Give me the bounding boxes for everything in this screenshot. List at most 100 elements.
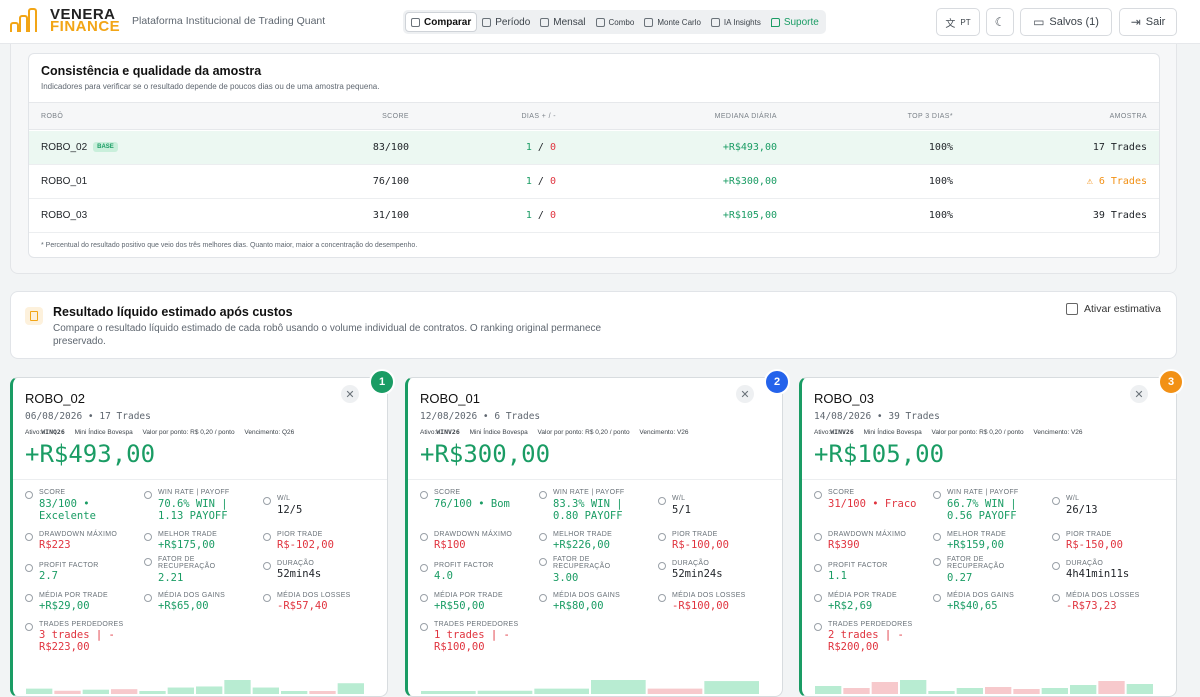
tab-suporte[interactable]: Suporte bbox=[766, 12, 824, 32]
days-cell: 1 / 0 bbox=[525, 176, 556, 187]
col-median: MEDIANA DIÁRIA bbox=[714, 113, 777, 120]
sparkline-bar bbox=[54, 690, 81, 694]
robot-card-result: +R$105,00 bbox=[814, 440, 945, 468]
tab-comparar[interactable]: Comparar bbox=[405, 12, 478, 32]
robot-card-date: 06/08/2026 • 17 Trades bbox=[25, 411, 151, 422]
estimate-checkbox[interactable] bbox=[1066, 303, 1078, 315]
result-sparkline bbox=[26, 680, 364, 694]
bar-chart-icon bbox=[658, 533, 666, 541]
robot-card-meta: Ativo:WINV26 Mini Índice Bovespa Valor p… bbox=[814, 428, 1083, 436]
table-row[interactable]: ROBO_01 76/100 1 / 0 +R$300,00 100% ⚠ 6 … bbox=[29, 165, 1159, 199]
sample-cell: 39 Trades bbox=[1092, 210, 1147, 221]
close-icon[interactable]: ✕ bbox=[1130, 385, 1148, 403]
estimate-toggle-label: Ativar estimativa bbox=[1084, 303, 1162, 315]
brand-logo[interactable]: VENERA FINANCE bbox=[10, 6, 120, 36]
receipt-icon bbox=[25, 307, 43, 325]
sample-cell: ⚠ 6 Trades bbox=[1086, 176, 1147, 187]
language-button[interactable]: 文 PT bbox=[936, 8, 980, 36]
tab-monte-carlo[interactable]: Monte Carlo bbox=[639, 12, 706, 32]
close-icon[interactable]: ✕ bbox=[341, 385, 359, 403]
sparkline-bar bbox=[985, 687, 1012, 694]
consistency-title: Consistência e qualidade da amostra bbox=[41, 64, 262, 78]
col-score: SCORE bbox=[382, 113, 409, 120]
sparkline-bar bbox=[1126, 684, 1153, 694]
robot-card[interactable]: ✕ ROBO_03 14/08/2026 • 39 Trades Ativo:W… bbox=[799, 377, 1177, 697]
robot-icon bbox=[710, 17, 720, 27]
table-row[interactable]: ROBO_03 31/100 1 / 0 +R$105,00 100% 39 T… bbox=[29, 199, 1159, 233]
sparkline-bar bbox=[111, 689, 138, 694]
robot-card-result: +R$493,00 bbox=[25, 440, 156, 468]
sparkline-bar bbox=[928, 691, 955, 694]
calendar-grid-icon bbox=[540, 17, 550, 27]
robot-name: ROBO_01 bbox=[41, 176, 88, 187]
sparkline-bar bbox=[647, 688, 703, 694]
tab-mensal[interactable]: Mensal bbox=[535, 12, 590, 32]
brand-line1: VENERA bbox=[50, 6, 116, 23]
logo-icon bbox=[10, 8, 44, 34]
estimate-toggle[interactable]: Ativar estimativa bbox=[1066, 303, 1161, 315]
result-sparkline bbox=[421, 680, 759, 694]
recovery-icon bbox=[539, 558, 547, 566]
table-header: ROBÔ SCORE DIAS + / - MEDIANA DIÁRIA TOP… bbox=[29, 102, 1159, 130]
tab-periodo[interactable]: Período bbox=[477, 12, 535, 32]
translate-icon: 文 bbox=[945, 18, 956, 30]
table-footnote: * Percentual do resultado positivo que v… bbox=[41, 242, 418, 249]
consistency-card: Consistência e qualidade da amostra Indi… bbox=[28, 53, 1160, 258]
sparkline-bar bbox=[900, 680, 927, 694]
sparkline-bar bbox=[871, 682, 898, 694]
consistency-subtitle: Indicadores para verificar se o resultad… bbox=[41, 82, 380, 91]
robot-card[interactable]: ✕ ROBO_02 06/08/2026 • 17 Trades Ativo:W… bbox=[10, 377, 388, 697]
sparkline-bar bbox=[1041, 688, 1068, 694]
net-result-title: Resultado líquido estimado após custos bbox=[53, 305, 293, 319]
target-icon bbox=[814, 564, 822, 572]
trend-up-icon bbox=[144, 594, 152, 602]
median-cell: +R$493,00 bbox=[722, 142, 777, 153]
score-icon bbox=[420, 491, 428, 499]
col-robot: ROBÔ bbox=[41, 113, 64, 120]
shield-icon bbox=[25, 533, 33, 541]
recovery-icon bbox=[933, 558, 941, 566]
chat-icon bbox=[770, 17, 780, 27]
sparkline-bar bbox=[477, 690, 533, 694]
close-icon[interactable]: ✕ bbox=[736, 385, 754, 403]
sparkline-bar bbox=[167, 687, 194, 694]
robot-card[interactable]: ✕ ROBO_01 12/08/2026 • 6 Trades Ativo:WI… bbox=[405, 377, 783, 697]
robot-card-date: 12/08/2026 • 6 Trades bbox=[420, 411, 541, 422]
theme-toggle-button[interactable]: ☾ bbox=[986, 8, 1014, 36]
warning-icon: ⚠ bbox=[1086, 176, 1099, 187]
score-cell: 31/100 bbox=[372, 210, 409, 221]
robot-name: ROBO_02 bbox=[41, 142, 88, 153]
top3-cell: 100% bbox=[928, 142, 953, 153]
tab-combo[interactable]: Combo bbox=[591, 12, 640, 32]
base-badge: BASE bbox=[93, 142, 118, 153]
sparkline-bar bbox=[1013, 689, 1040, 694]
tab-ia-insights[interactable]: IA Insights bbox=[706, 12, 766, 32]
bar-chart-icon bbox=[1052, 533, 1060, 541]
saved-button[interactable]: ▭ Salvos (1) bbox=[1020, 8, 1112, 36]
trend-down-icon bbox=[263, 594, 271, 602]
sparkline-bar bbox=[337, 683, 364, 694]
sparkline-bar bbox=[82, 689, 109, 694]
robot-card-meta: Ativo:WINQ26 Mini Índice Bovespa Valor p… bbox=[25, 428, 295, 436]
result-sparkline bbox=[815, 680, 1153, 694]
top-bar: VENERA FINANCE Plataforma Institucional … bbox=[0, 0, 1200, 44]
clock-icon bbox=[658, 562, 666, 570]
days-cell: 1 / 0 bbox=[525, 142, 556, 153]
clock-icon bbox=[263, 562, 271, 570]
table-row[interactable]: ROBO_02 BASE 83/100 1 / 0 +R$493,00 100% … bbox=[29, 131, 1159, 165]
rank-badge: 2 bbox=[764, 369, 790, 395]
shield-icon bbox=[420, 533, 428, 541]
robot-card-name: ROBO_01 bbox=[420, 391, 480, 406]
trend-down-icon bbox=[1052, 594, 1060, 602]
bar-chart-icon bbox=[411, 17, 420, 27]
shield-icon bbox=[814, 533, 822, 541]
robot-card-date: 14/08/2026 • 39 Trades bbox=[814, 411, 940, 422]
logout-button[interactable]: ⇥ Sair bbox=[1119, 8, 1177, 36]
bar-chart-icon bbox=[539, 533, 547, 541]
trend-down-icon bbox=[658, 594, 666, 602]
sample-cell: 17 Trades bbox=[1092, 142, 1147, 153]
main-nav: Comparar Período Mensal Combo Monte Carl… bbox=[403, 10, 826, 34]
sparkline-bar bbox=[956, 688, 983, 694]
sparkline-bar bbox=[26, 688, 53, 694]
robot-name: ROBO_03 bbox=[41, 210, 88, 221]
